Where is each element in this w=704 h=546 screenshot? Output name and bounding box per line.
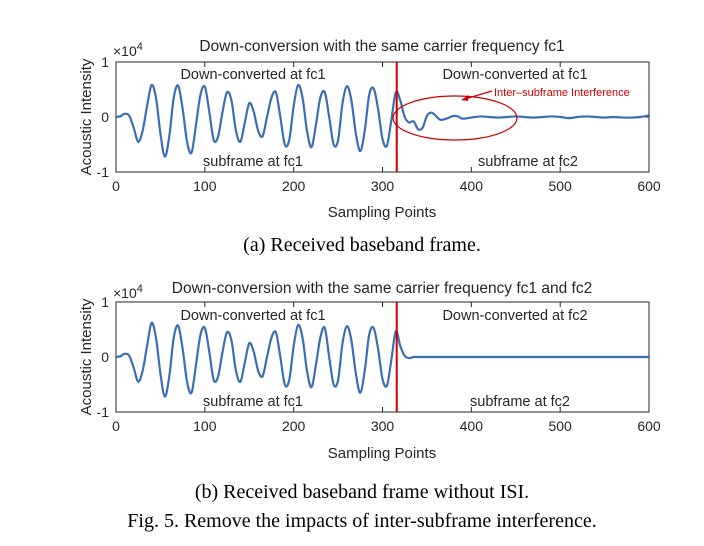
x-tick-label: 400: [460, 178, 484, 194]
x-tick-label: 600: [637, 418, 661, 434]
x-tick-label: 100: [193, 418, 217, 434]
y-tick-label: -1: [97, 404, 110, 420]
chart-a-y-label: Acoustic Intensity: [78, 58, 95, 175]
chart-a-series-line: [114, 83, 651, 158]
x-tick-label: 400: [460, 418, 484, 434]
y-tick-label: 0: [101, 349, 109, 365]
chart-b-annotation-right-bottom: subframe at fc2: [470, 394, 570, 410]
chart-a-annotation-right-top: Down-converted at fc1: [442, 67, 587, 83]
chart-a-y-multiplier: ×104: [113, 41, 143, 59]
x-tick-label: 300: [371, 418, 395, 434]
x-tick-label: 600: [637, 178, 661, 194]
chart-a-plot: -101 0 100 200 300 400 500 600: [97, 54, 661, 194]
y-tick-label: 0: [101, 109, 109, 125]
chart-a: Down-conversion with the same carrier fr…: [78, 38, 661, 221]
y-tick-label: -1: [97, 164, 110, 180]
caption-a: (a) Received baseband frame.: [243, 234, 481, 256]
x-tick-label: 0: [112, 418, 120, 434]
interference-ellipse: [392, 95, 518, 141]
chart-b-y-multiplier: ×104: [113, 283, 143, 301]
chart-b-series-line: [114, 321, 651, 398]
x-tick-label: 200: [282, 418, 306, 434]
x-tick-label: 200: [282, 178, 306, 194]
caption-b: (b) Received baseband frame without ISI.: [195, 481, 529, 503]
x-tick-label: 500: [548, 178, 572, 194]
y-tick-label: 1: [101, 294, 109, 310]
chart-b-x-ticks: 0 100 200 300 400 500 600: [112, 302, 661, 434]
chart-a-annotation-left-bottom: subframe at fc1: [203, 154, 303, 170]
chart-b-annotation-left-bottom: subframe at fc1: [203, 394, 303, 410]
chart-a-x-label: Sampling Points: [328, 204, 436, 221]
interference-arrow-head: [461, 95, 469, 101]
chart-a-x-ticks: 0 100 200 300 400 500 600: [112, 62, 661, 194]
chart-b: Down-conversion with the same carrier fr…: [78, 280, 661, 462]
chart-b-plot: -101 0 100 200 300 400 500 600: [97, 294, 661, 434]
figure-caption: Fig. 5. Remove the impacts of inter-subf…: [127, 510, 596, 532]
chart-b-annotation-left-top: Down-converted at fc1: [180, 308, 325, 324]
interference-label: Inter–subframe Interference: [494, 87, 630, 99]
x-tick-label: 300: [371, 178, 395, 194]
x-tick-label: 0: [112, 178, 120, 194]
interference-arrow: [464, 90, 493, 100]
y-tick-label: 1: [101, 54, 109, 70]
chart-b-y-label: Acoustic Intensity: [78, 298, 95, 415]
chart-b-annotation-right-top: Down-converted at fc2: [442, 308, 587, 324]
x-tick-label: 500: [548, 418, 572, 434]
chart-b-x-label: Sampling Points: [328, 445, 436, 462]
chart-a-annotation-left-top: Down-converted at fc1: [180, 67, 325, 83]
x-tick-label: 100: [193, 178, 217, 194]
chart-a-annotation-right-bottom: subframe at fc2: [478, 154, 578, 170]
chart-a-y-ticks: -1 0 1: [97, 54, 649, 180]
chart-b-title: Down-conversion with the same carrier fr…: [172, 280, 592, 297]
chart-a-title: Down-conversion with the same carrier fr…: [199, 38, 564, 55]
